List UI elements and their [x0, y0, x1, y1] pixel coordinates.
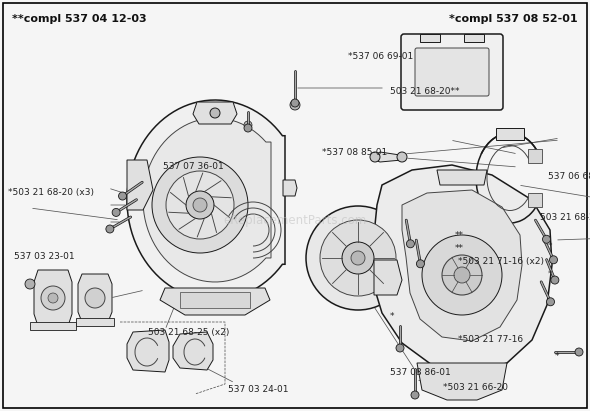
Circle shape [244, 121, 252, 129]
Circle shape [549, 256, 558, 264]
Text: 537 08 86-01: 537 08 86-01 [390, 368, 451, 377]
Text: 503 21 68-20**: 503 21 68-20** [390, 87, 460, 96]
Bar [496, 128, 524, 140]
Polygon shape [180, 292, 250, 308]
Polygon shape [417, 363, 507, 400]
Circle shape [542, 235, 550, 243]
Circle shape [396, 344, 404, 352]
Text: *537 06 69-01: *537 06 69-01 [348, 52, 413, 61]
Circle shape [397, 152, 407, 162]
Circle shape [551, 276, 559, 284]
Text: 503 21 68-25 (x2): 503 21 68-25 (x2) [148, 328, 230, 337]
Circle shape [411, 391, 419, 399]
Polygon shape [374, 260, 402, 295]
Circle shape [320, 220, 396, 296]
Circle shape [546, 298, 555, 306]
Text: *503 21 66-20: *503 21 66-20 [443, 383, 508, 392]
Circle shape [417, 260, 424, 268]
Text: *503 21 77-16: *503 21 77-16 [458, 335, 523, 344]
Bar [76, 318, 114, 326]
Polygon shape [193, 102, 237, 124]
Polygon shape [173, 332, 213, 370]
Text: **compl 537 04 12-03: **compl 537 04 12-03 [12, 14, 147, 24]
Circle shape [112, 208, 120, 217]
Text: *: * [548, 270, 552, 279]
Polygon shape [375, 152, 402, 162]
Circle shape [407, 240, 414, 248]
Bar [464, 34, 484, 42]
Text: **: ** [455, 231, 464, 240]
FancyBboxPatch shape [415, 48, 489, 96]
Polygon shape [78, 274, 112, 322]
Text: *: * [390, 312, 395, 321]
Polygon shape [160, 288, 270, 315]
Circle shape [193, 198, 207, 212]
Circle shape [166, 171, 234, 239]
Text: *: * [555, 352, 559, 361]
Polygon shape [127, 330, 169, 372]
Text: eReplacementParts.com: eReplacementParts.com [224, 213, 366, 226]
Text: 537 03 24-01: 537 03 24-01 [228, 385, 289, 394]
Polygon shape [34, 270, 72, 326]
Circle shape [106, 225, 114, 233]
Circle shape [351, 251, 365, 265]
Circle shape [119, 192, 126, 200]
Text: *503 21 71-16 (x2): *503 21 71-16 (x2) [458, 257, 544, 266]
Circle shape [575, 348, 583, 356]
Polygon shape [127, 160, 153, 210]
Polygon shape [402, 190, 522, 341]
Polygon shape [127, 100, 285, 300]
Circle shape [306, 206, 410, 310]
Circle shape [342, 242, 374, 274]
Bar [420, 34, 440, 42]
Circle shape [48, 293, 58, 303]
Circle shape [186, 191, 214, 219]
FancyBboxPatch shape [401, 34, 503, 110]
Polygon shape [437, 170, 487, 185]
Text: 537 03 23-01: 537 03 23-01 [14, 252, 74, 261]
Polygon shape [143, 118, 271, 282]
Circle shape [152, 157, 248, 253]
Polygon shape [372, 165, 552, 373]
Circle shape [454, 267, 470, 283]
Text: **: ** [455, 244, 464, 253]
Circle shape [244, 124, 252, 132]
Text: 537 06 68-01*: 537 06 68-01* [548, 172, 590, 181]
Bar [528, 149, 542, 163]
Polygon shape [283, 180, 297, 196]
Bar [30, 322, 76, 330]
Circle shape [41, 286, 65, 310]
Text: *compl 537 08 52-01: *compl 537 08 52-01 [450, 14, 578, 24]
Circle shape [422, 235, 502, 315]
Text: 503 21 68-20* (x4): 503 21 68-20* (x4) [540, 213, 590, 222]
Circle shape [290, 100, 300, 110]
Circle shape [210, 108, 220, 118]
Text: *503 21 68-20 (x3): *503 21 68-20 (x3) [8, 188, 94, 197]
Circle shape [25, 279, 35, 289]
Circle shape [442, 255, 482, 295]
Circle shape [370, 152, 380, 162]
Circle shape [291, 99, 299, 107]
Text: *: * [548, 242, 552, 251]
Circle shape [85, 288, 105, 308]
Text: 537 07 36-01: 537 07 36-01 [163, 162, 224, 171]
Text: *537 08 85-01: *537 08 85-01 [322, 148, 387, 157]
Bar [528, 193, 542, 207]
